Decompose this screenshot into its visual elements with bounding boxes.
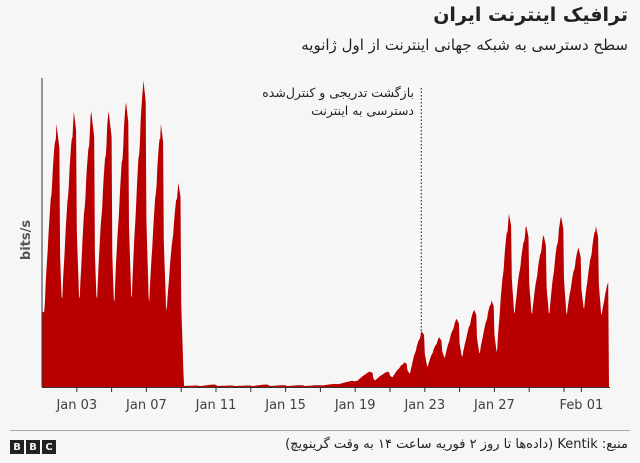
- y-axis-label: bits/s: [19, 220, 34, 260]
- source-note: منبع: Kentik (داده‌ها تا روز ۲ فوریه ساع…: [285, 437, 628, 452]
- x-tick-label: Jan 03: [55, 398, 97, 413]
- x-tick-label: Jan 19: [334, 398, 376, 413]
- traffic-area: [42, 80, 609, 388]
- chart-subtitle: سطح دسترسی به شبکه جهانی اینترنت از اول …: [301, 36, 628, 54]
- x-tick-label: Jan 15: [264, 398, 306, 413]
- footer-divider: [10, 430, 630, 431]
- x-tick-label: Jan 07: [125, 398, 167, 413]
- x-tick-label: Jan 27: [473, 398, 515, 413]
- annotation-line2: دسترسی به اینترنت: [311, 103, 414, 118]
- annotation-text: بازگشت تدریجی و کنترل‌شده دسترسی به اینت…: [262, 84, 414, 120]
- x-tick-label: Jan 23: [403, 398, 445, 413]
- x-tick-label: Feb 01: [560, 398, 604, 413]
- chart-title: ترافیک اینترنت ایران: [433, 4, 628, 26]
- x-tick-label: Jan 11: [195, 398, 237, 413]
- annotation-line1: بازگشت تدریجی و کنترل‌شده: [262, 85, 414, 100]
